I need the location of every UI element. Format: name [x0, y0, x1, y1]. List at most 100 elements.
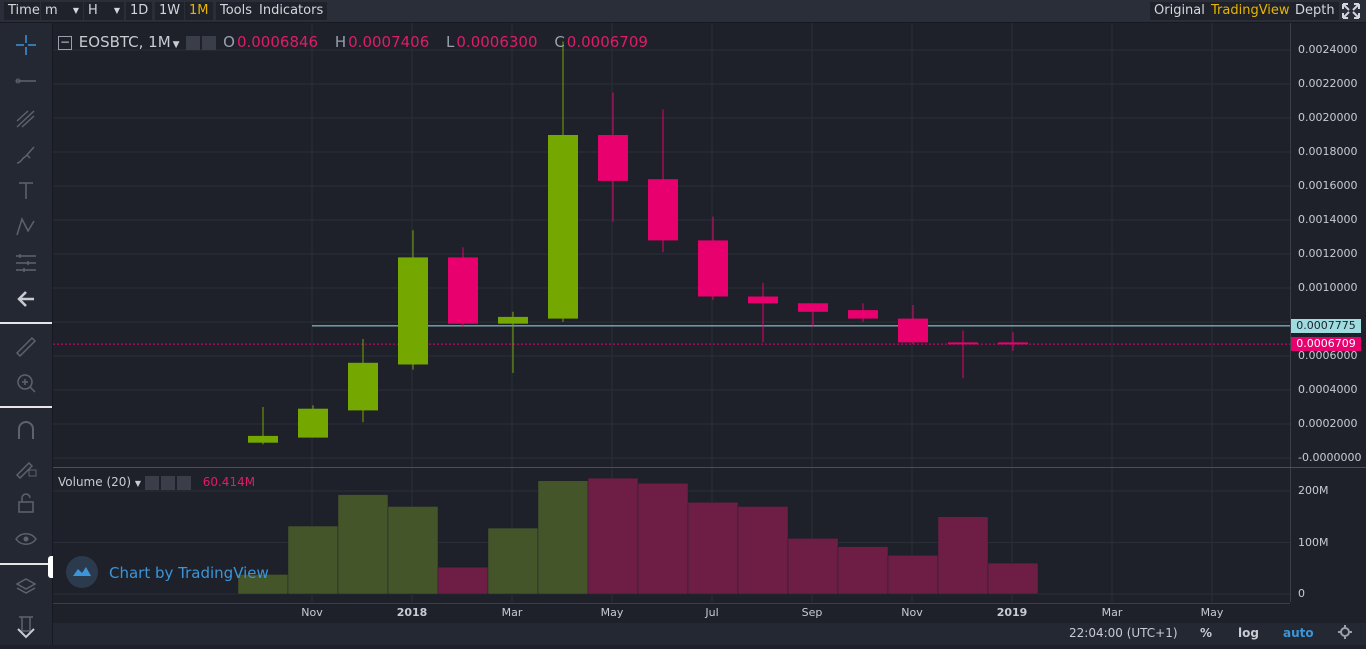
- lock-pencil-icon[interactable]: [14, 455, 38, 480]
- price-tick-label: 0.0018000: [1298, 145, 1358, 158]
- candle-body: [348, 362, 378, 411]
- time-tick-label: 2019: [996, 606, 1028, 619]
- price-tick-label: 0.0012000: [1298, 247, 1358, 260]
- candle-body: [548, 135, 578, 319]
- candle-body: [948, 342, 978, 345]
- price-tick-label: 0.0014000: [1298, 213, 1358, 226]
- time-tick-label: Nov: [301, 606, 323, 619]
- tools-button[interactable]: Tools: [216, 2, 257, 20]
- volume-tick-label: 0: [1298, 587, 1305, 600]
- volume-pane[interactable]: [53, 468, 1290, 602]
- gear-icon[interactable]: [1338, 625, 1352, 642]
- volume-chart-svg: [53, 468, 1290, 602]
- fib-icon[interactable]: [14, 107, 38, 131]
- view-tradingview-button[interactable]: TradingView: [1207, 2, 1294, 20]
- price-tick-label: 0.0022000: [1298, 77, 1358, 90]
- close-label: C: [554, 33, 565, 51]
- candle: [348, 339, 378, 423]
- view-original-button[interactable]: Original: [1150, 2, 1209, 20]
- price-scale[interactable]: [1290, 23, 1366, 467]
- candle: [998, 332, 1028, 351]
- candle: [398, 230, 428, 370]
- indicators-button[interactable]: Indicators: [255, 2, 328, 20]
- visibility-icon[interactable]: [144, 475, 159, 490]
- back-arrow-icon[interactable]: [14, 287, 38, 311]
- low-label: L: [446, 33, 455, 51]
- candle: [298, 405, 328, 438]
- volume-bar: [937, 516, 989, 595]
- time-tick-label: Jul: [705, 606, 719, 619]
- close-icon[interactable]: [176, 475, 191, 490]
- volume-bar: [687, 502, 739, 595]
- tradingview-logo-icon: [66, 556, 98, 588]
- visibility-icon[interactable]: [186, 35, 201, 50]
- drawing-toolbar: [0, 23, 53, 645]
- volume-bar: [587, 477, 639, 595]
- price-tick-label: -0.0000000: [1298, 451, 1362, 464]
- time-tick-label: Nov: [901, 606, 923, 619]
- candle-body: [248, 435, 278, 443]
- candle: [898, 305, 928, 345]
- view-depth-button[interactable]: Depth: [1291, 2, 1339, 20]
- open-value: 0.0006846: [236, 33, 319, 51]
- eye-icon[interactable]: [14, 527, 38, 551]
- log-toggle[interactable]: log: [1238, 626, 1259, 640]
- volume-bar: [387, 506, 439, 595]
- prediction-icon[interactable]: [14, 251, 38, 275]
- settings-icon[interactable]: [202, 35, 217, 50]
- auto-toggle[interactable]: auto: [1283, 626, 1314, 640]
- brand-text: Chart by TradingView: [109, 564, 269, 582]
- chevron-down-icon: ▼: [113, 6, 120, 15]
- high-value: 0.0007406: [348, 33, 430, 51]
- symbol-label[interactable]: EOSBTC, 1M: [78, 33, 171, 51]
- candle: [798, 303, 828, 328]
- zoom-in-icon[interactable]: [14, 371, 38, 395]
- brush-icon[interactable]: [14, 143, 38, 167]
- crosshair-icon[interactable]: [14, 33, 38, 57]
- interval-1w-button[interactable]: 1W: [155, 2, 185, 20]
- symbol-legend: − EOSBTC, 1M ▼ O 0.0006846 H 0.0007406 L 0.0…: [58, 33, 650, 51]
- price-chart-pane[interactable]: [53, 23, 1290, 467]
- interval-1d-button[interactable]: 1D: [126, 2, 153, 20]
- collapse-icon[interactable]: −: [58, 34, 72, 50]
- magnet-icon[interactable]: [14, 419, 38, 443]
- time-axis[interactable]: [53, 603, 1290, 624]
- pane-divider[interactable]: [53, 467, 1366, 468]
- time-tick-label: Mar: [501, 606, 523, 619]
- close-value: 0.0006709: [566, 33, 648, 51]
- chevron-down-icon[interactable]: ▼: [172, 40, 180, 50]
- time-tick-label: 2018: [396, 606, 428, 619]
- unlock-icon[interactable]: [14, 491, 38, 515]
- volume-label[interactable]: Volume (20): [58, 475, 132, 489]
- trendline-icon[interactable]: [14, 69, 38, 93]
- candle: [598, 92, 628, 222]
- candle-body: [498, 316, 528, 324]
- time-tick-label: Sep: [801, 606, 823, 619]
- time-tick-label: Mar: [1101, 606, 1123, 619]
- chevron-down-icon[interactable]: ▼: [134, 479, 142, 488]
- high-label: H: [334, 33, 347, 51]
- percent-toggle[interactable]: %: [1200, 626, 1213, 640]
- text-icon[interactable]: [14, 179, 38, 203]
- price-tick-label: 0.0004000: [1298, 383, 1358, 396]
- candle: [548, 41, 578, 322]
- pattern-icon[interactable]: [14, 215, 38, 239]
- chevron-down-icon[interactable]: [14, 621, 38, 645]
- volume-value: 60.414M: [202, 475, 256, 489]
- candle-body: [448, 257, 478, 324]
- hour-select[interactable]: H ▼: [84, 2, 124, 20]
- volume-scale[interactable]: [1290, 468, 1366, 602]
- candle-body: [298, 408, 328, 438]
- trash-icon[interactable]: [14, 611, 38, 635]
- fullscreen-icon[interactable]: [1342, 3, 1360, 19]
- price-tick-label: 0.0010000: [1298, 281, 1358, 294]
- candle-body: [748, 296, 778, 304]
- ruler-icon[interactable]: [14, 335, 38, 359]
- volume-tick-label: 200M: [1298, 484, 1329, 497]
- minute-select[interactable]: m ▼: [41, 2, 83, 20]
- layers-icon[interactable]: [14, 575, 38, 599]
- settings-icon[interactable]: [160, 475, 175, 490]
- volume-bar: [787, 538, 839, 595]
- chevron-down-icon: ▼: [72, 6, 79, 15]
- interval-1m-button[interactable]: 1M: [185, 2, 213, 20]
